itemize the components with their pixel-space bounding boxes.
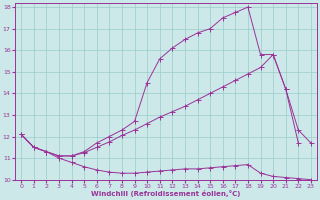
X-axis label: Windchill (Refroidissement éolien,°C): Windchill (Refroidissement éolien,°C) [91, 190, 241, 197]
